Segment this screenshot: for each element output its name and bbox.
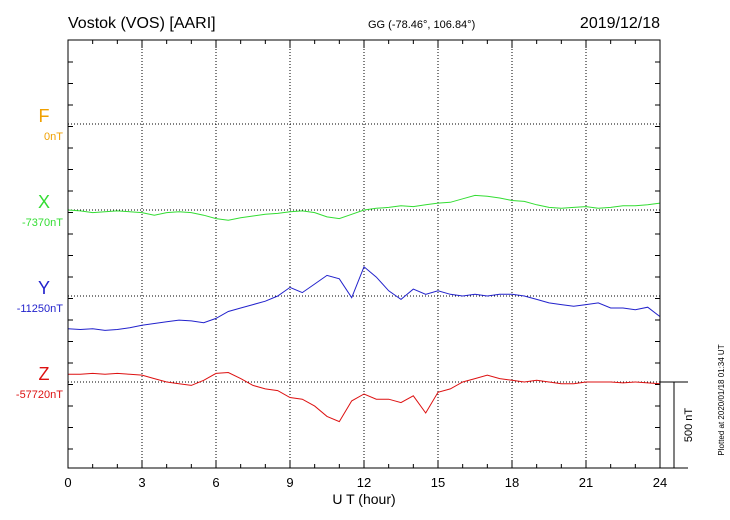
series-baseline-z: -57720nT [16,389,63,401]
station-coordinates: GG (-78.46°, 106.84°) [368,19,475,31]
series-name-f: F [39,106,50,126]
x-tick-label-2: 6 [212,475,219,490]
scale-bar-label: 500 nT [683,408,695,443]
series-name-z: Z [39,364,50,384]
series-baseline-x: -7370nT [22,217,63,229]
x-axis-ticks: 0 3 6 9 12 15 18 21 24 [64,475,667,490]
chart-grid [67,40,661,468]
series-baseline-y: -11250nT [17,303,64,315]
x-tick-label-6: 18 [505,475,519,490]
x-tick-label-5: 15 [431,475,445,490]
plotted-timestamp: Plotted at 2020/01/18 01:34 UT [717,344,726,455]
chart-date: 2019/12/18 [580,15,660,32]
scale-bar: 500 nT [660,381,695,469]
series-labels: F 0nT X -7370nT Y -11250nT Z -57720nT [16,106,63,401]
x-tick-label-1: 3 [138,475,145,490]
x-axis-label: U T (hour) [332,491,395,507]
series-baseline-f: 0nT [44,131,63,143]
plot-frame [67,39,661,469]
station-title: Vostok (VOS) [AARI] [68,15,216,32]
x-tick-label-0: 0 [64,475,71,490]
x-tick-label-7: 21 [579,475,593,490]
x-tick-label-8: 24 [653,475,667,490]
series-line-z [68,371,661,423]
series-name-x: X [38,192,50,212]
series-line-x [67,194,661,221]
x-tick-label-4: 12 [357,475,371,490]
series-name-y: Y [38,278,50,298]
series-line-y [67,265,661,331]
x-tick-label-3: 9 [286,475,293,490]
series-lines [67,194,661,423]
